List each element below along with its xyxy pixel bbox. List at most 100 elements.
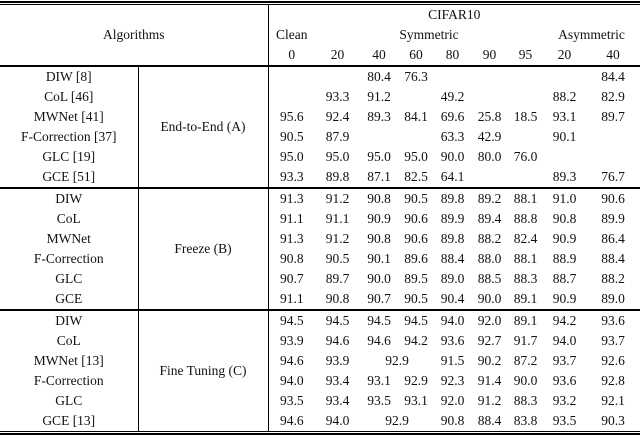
value-cell: 90.9 xyxy=(367,211,391,227)
value-cell: 92.0 xyxy=(477,313,502,329)
value-cell: 91.3 xyxy=(279,231,304,247)
noise-level: 95 xyxy=(518,47,533,63)
value-cell: 92.9 xyxy=(385,353,409,369)
value-cell: 92.6 xyxy=(601,353,625,369)
col-group-symmetric: Symmetric xyxy=(399,27,459,43)
value-cell xyxy=(508,87,543,107)
value-cell xyxy=(508,127,543,147)
value-cell: 94.6 xyxy=(325,333,350,349)
header-spacer xyxy=(0,5,269,25)
table-row: MWNet [41] 95.6 92.4 89.3 84.1 69.6 25.8 18.5 93… xyxy=(0,107,640,127)
value-cell xyxy=(268,87,315,107)
value-cell: 94.0 xyxy=(552,333,577,349)
value-cell xyxy=(586,147,640,167)
value-cell: 89.7 xyxy=(601,109,625,125)
value-cell: 87.2 xyxy=(513,353,538,369)
value-cell xyxy=(471,87,508,107)
algorithm-name: CoL [46] xyxy=(0,87,139,107)
value-cell: 94.5 xyxy=(367,313,391,329)
value-cell: 94.0 xyxy=(440,313,465,329)
value-cell: 76.7 xyxy=(601,169,625,185)
value-cell: 89.6 xyxy=(404,251,428,267)
value-cell: 90.0 xyxy=(513,373,538,389)
noise-level: 40 xyxy=(606,47,620,63)
noise-level: 20 xyxy=(557,47,572,63)
value-cell: 64.1 xyxy=(440,169,465,185)
value-cell: 94.6 xyxy=(367,333,391,349)
value-cell: 89.2 xyxy=(477,191,502,207)
dataset-title-row: CIFAR10 xyxy=(0,5,640,25)
value-cell: 88.4 xyxy=(601,251,625,267)
value-cell: 92.7 xyxy=(477,333,502,349)
value-cell: 91.1 xyxy=(279,291,304,307)
value-cell: 91.2 xyxy=(325,191,350,207)
value-cell: 89.1 xyxy=(513,291,538,307)
value-cell: 95.0 xyxy=(325,149,350,165)
value-cell: 90.0 xyxy=(367,271,391,287)
value-cell: 87.9 xyxy=(325,129,350,145)
table-row: F-Correction 90.8 90.5 90.1 89.6 88.4 88.0 88.1… xyxy=(0,249,640,269)
value-cell: 49.2 xyxy=(440,89,465,105)
algorithm-name: CoL xyxy=(0,209,139,229)
value-cell: 93.7 xyxy=(552,353,577,369)
value-cell xyxy=(508,66,543,87)
col-group-asymmetric: Asymmetric xyxy=(558,27,625,43)
header-spacer xyxy=(0,45,269,66)
value-cell: 88.1 xyxy=(513,191,538,207)
group-label: Freeze (B) xyxy=(138,188,269,310)
value-cell: 94.6 xyxy=(279,353,304,369)
algorithm-name: MWNet xyxy=(0,229,139,249)
table-row: GCE 91.1 90.8 90.7 90.5 90.4 90.0 89.1 90.9 89.0 xyxy=(0,289,640,310)
table-row: CoL 91.1 91.1 90.9 90.6 89.9 89.4 88.8 90.8 89.9 xyxy=(0,209,640,229)
algorithm-name: GLC xyxy=(0,269,139,289)
value-cell: 90.3 xyxy=(601,413,625,429)
value-cell: 92.8 xyxy=(601,373,625,389)
noise-level: 80 xyxy=(445,47,460,63)
noise-level: 60 xyxy=(409,47,423,63)
value-cell: 80.4 xyxy=(367,69,391,85)
value-cell: 89.8 xyxy=(325,169,350,185)
value-cell: 90.1 xyxy=(552,129,577,145)
value-cell: 88.8 xyxy=(513,211,538,227)
value-cell: 82.9 xyxy=(601,89,625,105)
value-cell: 90.1 xyxy=(367,251,391,267)
value-cell xyxy=(586,127,640,147)
value-cell: 90.5 xyxy=(279,129,304,145)
value-cell: 93.6 xyxy=(440,333,465,349)
value-cell: 93.5 xyxy=(279,393,304,409)
value-cell: 80.0 xyxy=(477,149,502,165)
value-cell: 93.5 xyxy=(552,413,577,429)
value-cell: 18.5 xyxy=(513,109,538,125)
algorithm-name: F-Correction xyxy=(0,249,139,269)
value-cell: 83.8 xyxy=(513,413,538,429)
value-cell: 90.8 xyxy=(367,191,391,207)
value-cell: 87.1 xyxy=(367,169,391,185)
value-cell: 89.5 xyxy=(404,271,428,287)
value-cell: 76.0 xyxy=(513,149,538,165)
noise-level: 20 xyxy=(330,47,345,63)
value-cell xyxy=(471,167,508,188)
value-cell: 91.4 xyxy=(477,373,502,389)
value-cell: 93.3 xyxy=(279,169,304,185)
algorithm-name: GLC [19] xyxy=(0,147,139,167)
value-cell: 91.1 xyxy=(325,211,350,227)
dataset-title: CIFAR10 xyxy=(428,7,481,23)
algorithm-name: GCE xyxy=(0,289,139,310)
value-cell: 89.4 xyxy=(477,211,502,227)
noise-level: 0 xyxy=(288,47,296,63)
noise-levels-row: 0 20 40 60 80 90 95 20 40 xyxy=(0,45,640,66)
value-cell: 88.0 xyxy=(477,251,502,267)
top-rule xyxy=(0,1,640,5)
value-cell: 91.5 xyxy=(440,353,465,369)
value-cell xyxy=(508,167,543,188)
value-cell: 89.9 xyxy=(440,211,465,227)
column-groups-row: Algorithms Clean Symmetric Asymmetric xyxy=(0,25,640,45)
value-cell: 93.1 xyxy=(404,393,428,409)
value-cell: 76.3 xyxy=(404,69,428,85)
value-cell: 90.5 xyxy=(404,291,428,307)
value-cell: 82.5 xyxy=(404,169,428,185)
value-cell: 90.7 xyxy=(367,291,391,307)
value-cell: 88.9 xyxy=(552,251,577,267)
value-cell: 88.5 xyxy=(477,271,502,287)
group-label: End-to-End (A) xyxy=(138,66,269,188)
